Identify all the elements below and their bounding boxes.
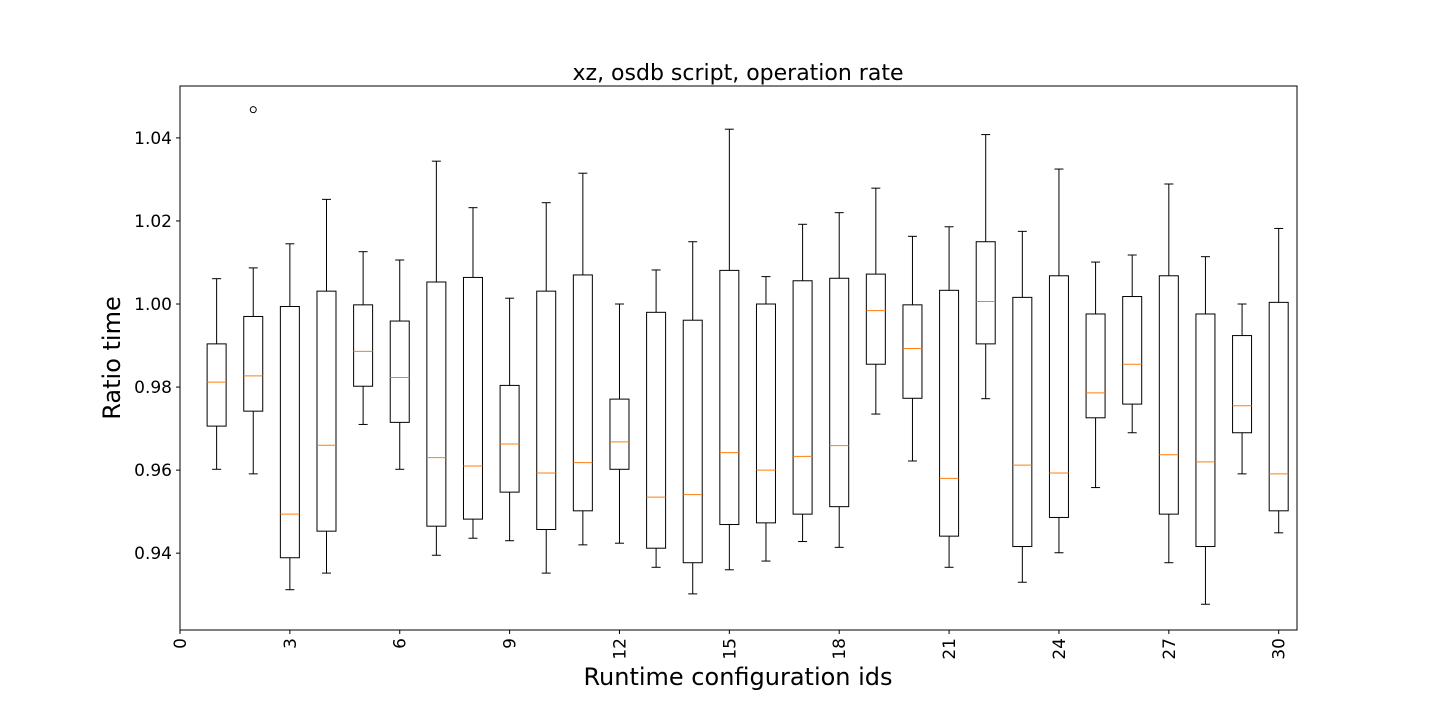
iqr-box — [462, 276, 483, 520]
box-6 — [389, 259, 410, 470]
y-tick-label: 1.04 — [134, 129, 172, 149]
y-tick-label: 0.94 — [134, 544, 172, 564]
iqr-box — [792, 280, 813, 515]
iqr-box — [1232, 335, 1253, 434]
plot-area — [206, 106, 1289, 605]
iqr-box — [719, 269, 740, 526]
iqr-box — [939, 289, 960, 537]
iqr-box — [755, 303, 776, 524]
y-tick-label: 0.98 — [134, 378, 172, 398]
iqr-box — [646, 311, 667, 549]
y-tick-label: 1.02 — [134, 212, 172, 232]
plot-frame — [179, 85, 1298, 631]
box-23 — [1012, 230, 1033, 583]
box-11 — [572, 172, 593, 546]
x-tick-label: 12 — [610, 638, 630, 660]
iqr-box — [902, 304, 923, 399]
x-tick-label: 30 — [1270, 638, 1290, 660]
box-1 — [206, 278, 227, 470]
chart-title: xz, osdb script, operation rate — [573, 61, 904, 86]
iqr-box — [389, 320, 410, 423]
x-tick-label: 18 — [830, 638, 850, 660]
box-22 — [975, 134, 996, 400]
iqr-box — [279, 306, 300, 559]
x-tick-label: 3 — [281, 638, 301, 649]
iqr-box — [426, 281, 447, 527]
box-3 — [279, 243, 300, 591]
x-tick-label: 21 — [940, 638, 960, 660]
box-19 — [865, 187, 886, 415]
iqr-box — [1085, 313, 1106, 419]
box-8 — [462, 207, 483, 539]
x-axis-label: Runtime configuration ids — [583, 663, 892, 691]
x-tick-label: 0 — [171, 638, 191, 649]
box-9 — [499, 297, 520, 542]
iqr-box — [609, 398, 630, 470]
iqr-box — [1048, 275, 1069, 518]
iqr-box — [243, 315, 264, 412]
iqr-box — [1158, 275, 1179, 515]
box-14 — [682, 241, 703, 595]
iqr-box — [1268, 301, 1289, 512]
box-25 — [1085, 261, 1106, 489]
outlier-point — [249, 106, 257, 114]
iqr-box — [572, 274, 593, 512]
box-15 — [719, 128, 740, 571]
x-tick-label: 6 — [391, 638, 411, 649]
box-18 — [829, 212, 850, 548]
iqr-box — [536, 290, 557, 531]
box-28 — [1195, 256, 1216, 605]
iqr-box — [1122, 296, 1143, 405]
y-tick-label: 1.00 — [134, 295, 172, 315]
x-tick-label: 9 — [501, 638, 521, 649]
box-26 — [1122, 254, 1143, 434]
iqr-box — [1195, 313, 1216, 548]
iqr-box — [975, 241, 996, 345]
iqr-box — [682, 319, 703, 564]
y-axis-label: Ratio time — [98, 296, 126, 419]
iqr-box — [499, 384, 520, 493]
box-27 — [1158, 183, 1179, 564]
iqr-box — [316, 290, 337, 532]
box-16 — [755, 276, 776, 562]
box-29 — [1232, 303, 1253, 475]
box-2 — [243, 106, 264, 475]
iqr-box — [353, 304, 374, 387]
box-4 — [316, 198, 337, 574]
box-30 — [1268, 227, 1289, 534]
box-5 — [353, 251, 374, 425]
y-tick-label: 0.96 — [134, 461, 172, 481]
box-13 — [646, 269, 667, 568]
iqr-box — [1012, 296, 1033, 548]
x-tick-label: 27 — [1160, 638, 1180, 660]
iqr-box — [865, 273, 886, 365]
box-20 — [902, 235, 923, 462]
iqr-box — [206, 343, 227, 427]
box-17 — [792, 223, 813, 543]
box-12 — [609, 303, 630, 544]
x-axis: 0 3 6 9 12 15 18 21 24 27 30 — [171, 630, 1290, 660]
box-10 — [536, 202, 557, 574]
x-tick-label: 24 — [1050, 638, 1070, 660]
iqr-box — [829, 277, 850, 508]
box-7 — [426, 160, 447, 556]
box-21 — [939, 226, 960, 568]
box-24 — [1048, 168, 1069, 554]
y-axis: 0.94 0.96 0.98 1.00 1.02 1.04 — [134, 129, 180, 564]
x-tick-label: 15 — [720, 638, 740, 660]
